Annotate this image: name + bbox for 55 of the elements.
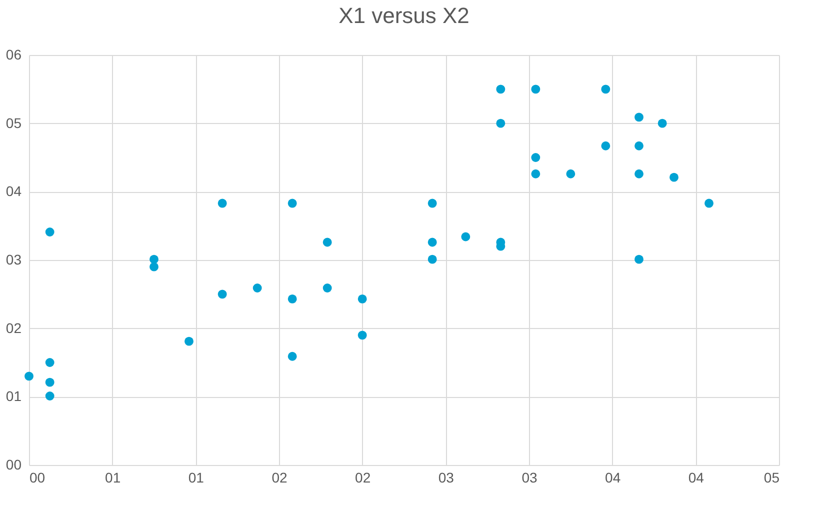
- point: [496, 118, 506, 128]
- point: [601, 84, 610, 94]
- point: [358, 294, 367, 304]
- y-tick-label: 06: [6, 46, 22, 62]
- point: [461, 232, 470, 242]
- y-tick-label: 03: [6, 252, 22, 268]
- point: [601, 141, 610, 150]
- point: [322, 284, 332, 292]
- point: [496, 84, 506, 94]
- chart-title: X1 versus X2: [338, 3, 470, 28]
- x-tick-label: 03: [522, 470, 538, 486]
- point: [288, 294, 297, 304]
- point: [634, 254, 644, 264]
- x-tick-label: 03: [438, 470, 454, 486]
- x-tick-label: 02: [272, 470, 288, 486]
- x-tick-label: 01: [105, 470, 121, 486]
- x-tick-label: 04: [605, 470, 621, 486]
- point: [531, 153, 540, 162]
- point: [358, 330, 367, 340]
- point: [531, 84, 540, 94]
- point: [658, 118, 667, 128]
- point: [24, 372, 34, 381]
- point: [634, 112, 644, 122]
- x-tick-label: 04: [688, 470, 704, 486]
- x-tick-label: 05: [764, 470, 780, 486]
- y-tick-label: 01: [6, 388, 22, 404]
- point: [428, 254, 437, 264]
- point: [218, 290, 227, 299]
- point: [428, 238, 437, 247]
- point: [45, 228, 54, 236]
- point: [45, 378, 54, 387]
- point: [531, 169, 540, 178]
- point: [45, 392, 54, 400]
- point: [288, 352, 297, 361]
- y-tick-label: 05: [6, 114, 22, 131]
- point: [428, 198, 437, 208]
- point: [634, 141, 644, 150]
- y-tick-label: 02: [6, 320, 22, 336]
- point: [184, 336, 194, 346]
- point: [566, 169, 576, 178]
- point: [252, 284, 262, 292]
- y-tick-label: 04: [6, 183, 22, 200]
- point: [150, 262, 158, 272]
- point: [218, 198, 227, 208]
- point: [150, 254, 158, 264]
- point: [704, 198, 714, 208]
- point: [634, 169, 644, 178]
- point: [288, 198, 297, 208]
- point: [322, 238, 332, 247]
- x-tick-label: 02: [355, 470, 371, 486]
- point: [670, 172, 678, 182]
- y-tick-label: 00: [6, 456, 22, 472]
- x-tick-label: 01: [188, 470, 204, 486]
- point: [45, 358, 54, 367]
- x-tick-label: 00: [30, 470, 46, 486]
